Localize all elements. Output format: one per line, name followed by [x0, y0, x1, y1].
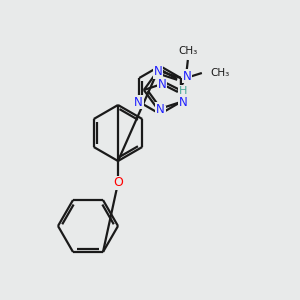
Text: H: H: [179, 86, 187, 96]
Text: N: N: [154, 65, 162, 78]
Text: O: O: [113, 176, 123, 190]
Text: N: N: [158, 79, 166, 92]
Text: N: N: [178, 95, 187, 109]
Text: N: N: [157, 106, 165, 119]
Text: N: N: [134, 95, 142, 109]
Text: N: N: [135, 95, 144, 109]
Text: CH₃: CH₃: [178, 46, 197, 56]
Text: N: N: [182, 70, 191, 83]
Text: CH₃: CH₃: [211, 68, 230, 78]
Text: N: N: [156, 103, 164, 116]
Text: N: N: [157, 106, 165, 119]
